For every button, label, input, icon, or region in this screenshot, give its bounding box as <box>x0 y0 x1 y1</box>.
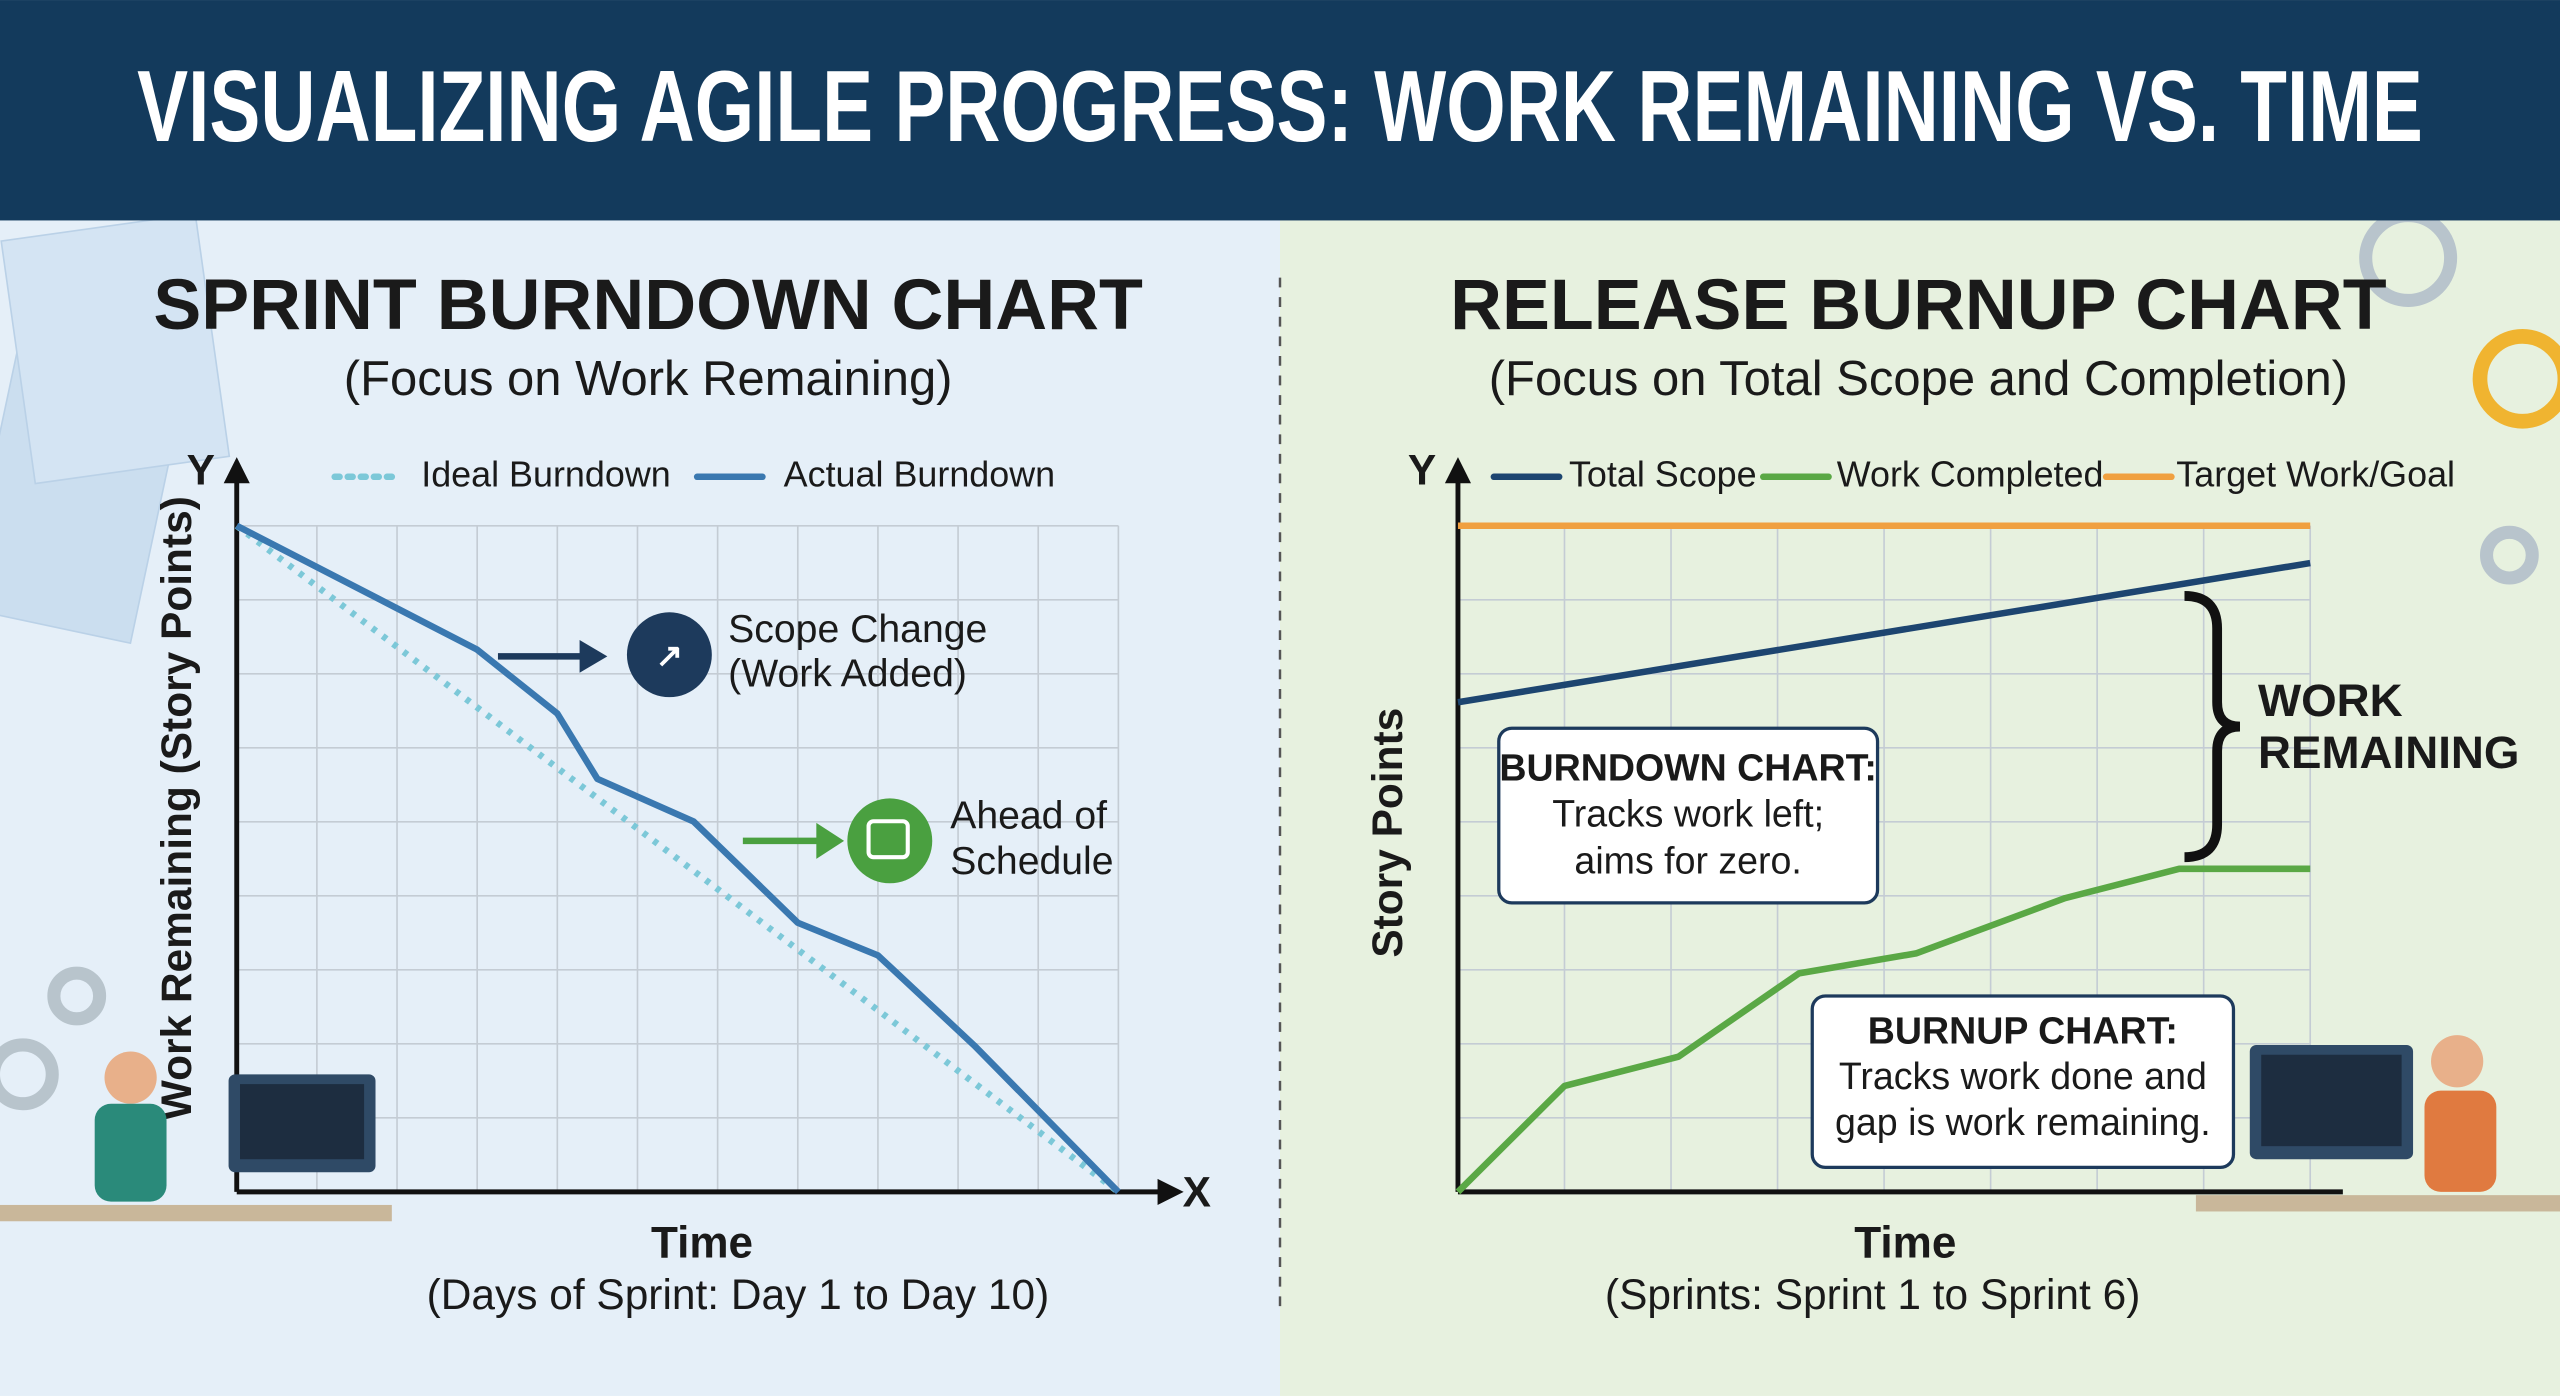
callout-text: gap is work remaining. <box>1835 1101 2211 1143</box>
header <box>0 0 2560 221</box>
legend-label: Actual Burndown <box>784 453 1055 494</box>
y-axis-letter: Y <box>1408 447 1436 494</box>
callout-arrow <box>497 640 608 673</box>
icon-glyph <box>866 819 910 860</box>
annotation-text: (Work Added) <box>728 652 967 695</box>
annotation-text: WORK <box>2258 675 2403 726</box>
x-axis-label: Time <box>1854 1218 1956 1267</box>
gear-decoration <box>2472 329 2560 429</box>
callout-text: Tracks work left; <box>1552 792 1824 834</box>
icon-glyph: ↗ <box>656 637 683 674</box>
blueprint-decoration <box>0 212 231 645</box>
series-line <box>235 522 1121 1195</box>
series-line <box>1457 559 2311 706</box>
annotation-text: Schedule <box>950 840 1113 883</box>
callout-heading: BURNUP CHART: <box>1868 1009 2178 1051</box>
person-decoration <box>0 1035 2560 1222</box>
x-axis-letter: X <box>1183 1168 1211 1215</box>
callout-text: aims for zero. <box>1574 840 1801 882</box>
legend-label: Work Completed <box>1837 453 2104 494</box>
y-axis-arrow <box>223 457 250 484</box>
legend-label: Total Scope <box>1569 453 1757 494</box>
callout-box <box>1497 726 1880 905</box>
callout-box <box>1810 994 2236 1170</box>
annotation-text: REMAINING <box>2258 727 2520 778</box>
scope-icon <box>626 612 712 698</box>
legend-label: Ideal Burndown <box>421 453 671 494</box>
callout-arrow <box>742 822 845 859</box>
annotation-text: Scope Change <box>728 608 987 651</box>
callout-text: Tracks work done and <box>1839 1055 2207 1097</box>
charts: SPRINT BURNDOWN CHART (Focus on Work Rema… <box>153 265 2520 1318</box>
page-title: VISUALIZING AGILE PROGRESS: WORK REMAINI… <box>137 50 2423 163</box>
x-axis-label: Time <box>651 1218 753 1267</box>
annotation-text: Ahead of <box>950 794 1107 837</box>
series-line <box>1455 865 2311 1195</box>
series-line <box>234 523 1121 1195</box>
y-axis-label: Work Remaining (Story Points) <box>153 496 200 1120</box>
x-axis-note: (Sprints: Sprint 1 to Sprint 6) <box>1605 1271 2140 1318</box>
left-panel <box>0 0 1280 1396</box>
legend-label: Target Work/Goal <box>2176 453 2455 494</box>
brace <box>2184 591 2241 863</box>
chart-subtitle: (Focus on Total Scope and Completion) <box>1489 352 2348 406</box>
y-axis-letter: Y <box>187 447 215 494</box>
y-axis-arrow <box>1444 457 1472 484</box>
x-axis-note: (Days of Sprint: Day 1 to Day 10) <box>427 1271 1050 1318</box>
x-axis-arrow <box>1157 1178 1184 1205</box>
chart-title: RELEASE BURNUP CHART <box>1450 265 2387 345</box>
chart-title: SPRINT BURNDOWN CHART <box>153 265 1143 345</box>
ahead-icon <box>847 798 933 884</box>
callout-heading: BURNDOWN CHART: <box>1499 747 1877 789</box>
y-axis-label: Story Points <box>1364 708 1411 958</box>
chart-subtitle: (Focus on Work Remaining) <box>344 352 953 406</box>
